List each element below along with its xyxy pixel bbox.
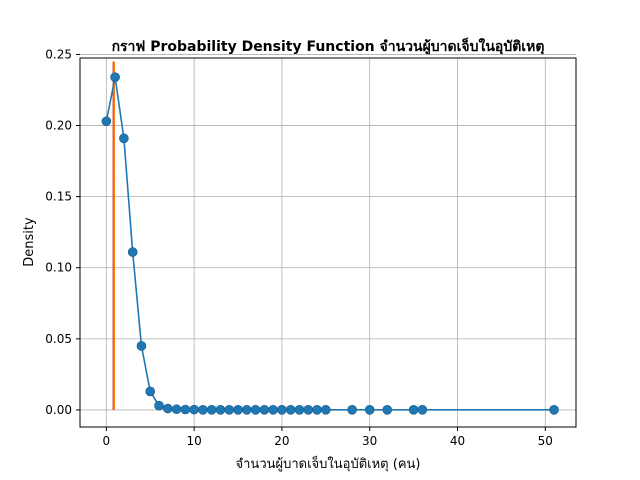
- data-point: [241, 404, 252, 415]
- data-point: [136, 341, 147, 351]
- data-point: [417, 404, 428, 415]
- y-tick-label: 0.00: [45, 403, 72, 417]
- data-point: [180, 404, 191, 415]
- x-tick-label: 30: [362, 434, 377, 448]
- data-point: [250, 404, 261, 415]
- data-point: [224, 404, 235, 415]
- data-point: [347, 404, 357, 415]
- data-point: [408, 404, 419, 415]
- series-layer: [101, 72, 559, 415]
- vertical-lines: [112, 61, 115, 410]
- data-point: [198, 404, 208, 415]
- data-point: [101, 116, 112, 127]
- x-tick-label: 50: [538, 434, 553, 448]
- data-point: [277, 404, 287, 415]
- data-point: [285, 404, 296, 415]
- y-axis-label: Density: [22, 217, 37, 267]
- y-axis: 0.00 0.05 0.10 0.15 0.20 0.25: [45, 47, 80, 417]
- x-axis: 0 10 20 30 40 50: [103, 427, 553, 448]
- data-point: [233, 404, 243, 415]
- plot-frame: [79, 57, 577, 428]
- data-point: [215, 404, 226, 415]
- data-point: [119, 133, 129, 144]
- y-tick-label: 0.25: [45, 47, 72, 61]
- data-point: [312, 404, 322, 415]
- data-point: [303, 404, 314, 415]
- data-point: [382, 404, 393, 415]
- chart-title: กราฟ Probability Density Function จำนวนผ…: [112, 37, 545, 55]
- y-tick-label: 0.15: [45, 190, 72, 204]
- x-tick-label: 10: [186, 434, 201, 448]
- data-point: [268, 404, 278, 415]
- data-point: [127, 247, 138, 257]
- data-point: [110, 72, 120, 82]
- data-point: [294, 404, 305, 415]
- data-point: [189, 404, 199, 415]
- data-point: [364, 404, 375, 415]
- x-tick-label: 40: [450, 434, 465, 448]
- x-axis-label: จำนวนผู้บาดเจ็บในอุบัติเหตุ (คน): [236, 454, 421, 472]
- data-point: [549, 404, 559, 415]
- data-point: [171, 404, 182, 415]
- data-point: [321, 404, 331, 415]
- data-point: [145, 386, 156, 397]
- y-tick-label: 0.20: [45, 119, 72, 133]
- data-point: [154, 400, 164, 411]
- x-tick-label: 0: [103, 434, 111, 448]
- data-point: [162, 403, 173, 414]
- data-point: [259, 404, 270, 415]
- data-point: [206, 404, 217, 415]
- y-tick-label: 0.10: [45, 261, 72, 275]
- x-tick-label: 20: [274, 434, 289, 448]
- y-tick-label: 0.05: [45, 332, 72, 346]
- grid: [80, 54, 576, 427]
